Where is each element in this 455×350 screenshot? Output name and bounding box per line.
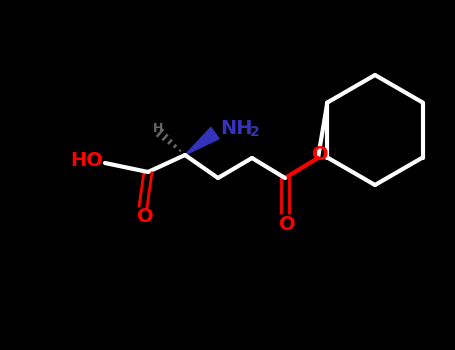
Polygon shape — [185, 127, 219, 155]
Text: HO: HO — [70, 150, 103, 169]
Text: H: H — [153, 121, 163, 134]
Text: 2: 2 — [250, 125, 260, 139]
Text: NH: NH — [220, 119, 253, 139]
Text: O: O — [278, 216, 295, 234]
Text: O: O — [312, 145, 329, 163]
Text: O: O — [136, 208, 153, 226]
